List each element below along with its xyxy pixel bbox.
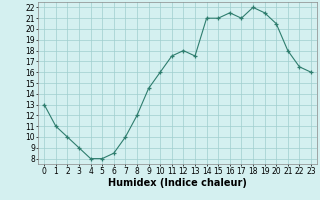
X-axis label: Humidex (Indice chaleur): Humidex (Indice chaleur) bbox=[108, 178, 247, 188]
